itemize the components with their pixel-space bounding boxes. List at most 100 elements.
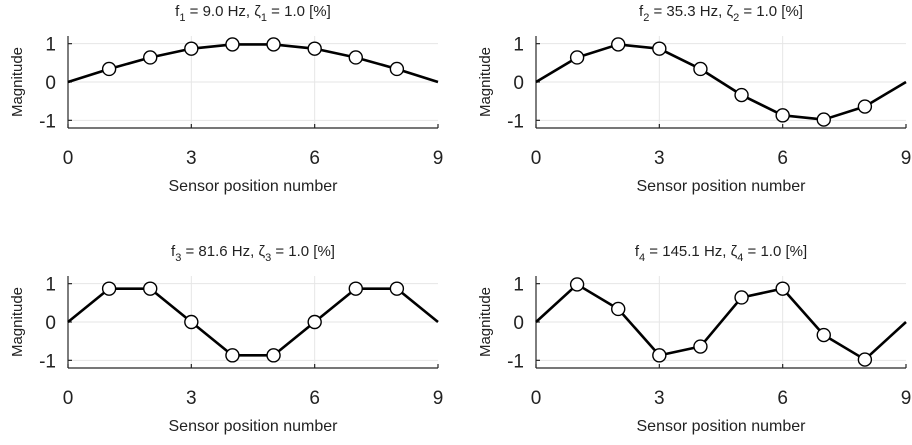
data-point-marker: [389, 281, 405, 296]
subplot-3: 0 3 6 9 1 0 -1 Sensor position number Magnitude f…: [9, 243, 443, 435]
subplot-title: f2 = 35.3 Hz, ζ2 = 1.0 [%]: [639, 3, 803, 24]
mode-shape-line: [535, 283, 907, 361]
title-text: = 81.6 Hz,: [181, 243, 258, 260]
x-axis-label: Sensor position number: [169, 418, 339, 435]
data-point-marker: [693, 61, 708, 77]
title-subscript: 2: [643, 12, 649, 24]
x-tick-label: 9: [433, 388, 444, 409]
data-point-marker: [101, 61, 117, 77]
title-text: f: [635, 243, 640, 260]
title-subscript: 3: [175, 252, 181, 264]
x-tick-label: 6: [309, 148, 320, 169]
subplot-2: 0 3 6 9 1 0 -1 Sensor position number Magnitude f…: [477, 3, 911, 195]
data-point-marker: [775, 108, 790, 123]
x-tick-label: 9: [433, 148, 444, 169]
title-text: ζ: [731, 243, 738, 260]
data-point-marker: [184, 314, 199, 330]
data-point-marker: [307, 314, 322, 330]
data-point-marker: [348, 281, 363, 296]
mode-shape-line: [67, 287, 439, 357]
data-point-marker: [693, 339, 708, 354]
data-point-marker: [184, 41, 199, 56]
data-point-marker: [857, 352, 873, 367]
x-axis-label: Sensor position number: [637, 178, 807, 195]
y-axis-label: Magnitude: [9, 287, 26, 357]
data-point-marker: [225, 37, 240, 52]
title-text: = 1.0 [%]: [267, 3, 331, 20]
mode-shape-line: [67, 43, 439, 84]
subplot-1: 0 3 6 9 1 0 -1 Sensor position number Magnitude f…: [9, 3, 443, 195]
x-tick-label: 3: [186, 388, 197, 409]
title-text: f: [171, 243, 176, 260]
y-tick-label: 0: [45, 313, 56, 334]
title-subscript: 4: [737, 252, 743, 264]
title-text: = 145.1 Hz,: [645, 243, 730, 260]
data-point-marker: [611, 37, 626, 52]
y-tick-label: -1: [507, 111, 524, 132]
x-tick-label: 9: [901, 388, 912, 409]
y-tick-label: -1: [39, 351, 56, 372]
x-tick-label: 3: [186, 148, 197, 169]
subplot-title: f4 = 145.1 Hz, ζ4 = 1.0 [%]: [635, 243, 807, 264]
title-subscript: 1: [261, 12, 267, 24]
title-text: ζ: [726, 3, 733, 20]
y-axis-label: Magnitude: [477, 287, 494, 357]
data-point-marker: [816, 112, 831, 127]
y-tick-label: 1: [45, 35, 56, 56]
subplot-title: f3 = 81.6 Hz, ζ3 = 1.0 [%]: [171, 243, 335, 264]
data-point-marker: [266, 348, 281, 363]
data-point-marker: [652, 41, 667, 56]
title-subscript: 4: [639, 252, 645, 264]
data-point-marker: [775, 281, 790, 296]
x-tick-label: 3: [654, 388, 665, 409]
data-point-marker: [307, 41, 322, 56]
subplot-4: 0 3 6 9 1 0 -1 Sensor position number Magnitude f…: [477, 243, 911, 435]
data-point-marker: [143, 50, 158, 65]
data-point-marker: [734, 87, 749, 103]
y-tick-label: 1: [513, 275, 524, 296]
x-tick-label: 0: [531, 148, 542, 169]
data-point-marker: [611, 301, 626, 317]
title-text: = 9.0 Hz,: [185, 3, 254, 20]
title-text: = 35.3 Hz,: [649, 3, 726, 20]
title-text: f: [175, 3, 180, 20]
title-subscript: 3: [265, 252, 271, 264]
data-point-marker: [857, 99, 873, 114]
data-point-marker: [225, 348, 240, 363]
title-text: ζ: [258, 243, 265, 260]
y-tick-label: 1: [45, 275, 56, 296]
data-point-marker: [816, 327, 831, 343]
data-point-marker: [734, 290, 749, 305]
mode-shape-line: [535, 43, 907, 121]
title-text: f: [639, 3, 644, 20]
y-tick-label: -1: [39, 111, 56, 132]
data-point-marker: [101, 281, 117, 296]
title-text: = 1.0 [%]: [739, 3, 803, 20]
y-tick-label: 0: [513, 313, 524, 334]
x-tick-label: 6: [309, 388, 320, 409]
subplot-title: f1 = 9.0 Hz, ζ1 = 1.0 [%]: [175, 3, 331, 24]
data-point-marker: [652, 348, 667, 363]
x-tick-label: 3: [654, 148, 665, 169]
data-point-marker: [143, 281, 158, 296]
data-point-marker: [348, 50, 363, 65]
y-axis-label: Magnitude: [9, 47, 26, 117]
x-tick-label: 0: [531, 388, 542, 409]
y-tick-label: 0: [513, 73, 524, 94]
x-tick-label: 6: [777, 148, 788, 169]
y-axis-label: Magnitude: [477, 47, 494, 117]
x-tick-label: 0: [63, 388, 74, 409]
data-point-marker: [389, 61, 405, 77]
x-tick-label: 0: [63, 148, 74, 169]
x-tick-label: 6: [777, 388, 788, 409]
data-point-marker: [266, 37, 281, 52]
x-tick-label: 9: [901, 148, 912, 169]
title-subscript: 1: [179, 12, 185, 24]
title-text: = 1.0 [%]: [743, 243, 807, 260]
data-point-marker: [569, 277, 585, 292]
y-tick-label: -1: [507, 351, 524, 372]
data-point-marker: [569, 50, 585, 65]
y-tick-label: 0: [45, 73, 56, 94]
x-axis-label: Sensor position number: [169, 178, 339, 195]
